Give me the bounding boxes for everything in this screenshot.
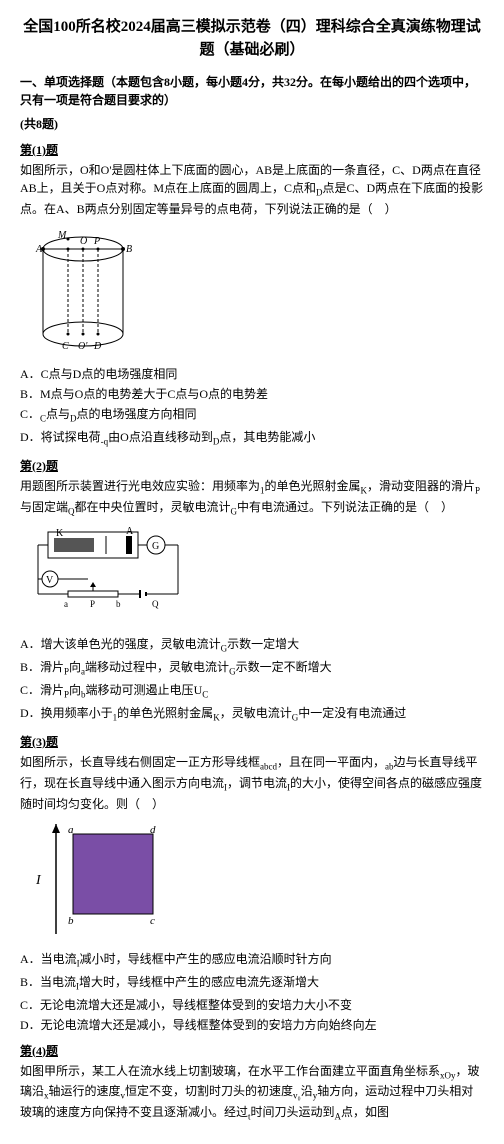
q1-D-post: 点，其电势能减小	[219, 430, 315, 444]
q3-A-pre: A．当电流	[20, 952, 77, 966]
q1-option-A: A．C点与D点的电场强度相同	[20, 365, 484, 383]
q2-s2: 的单色光照射金属	[265, 479, 361, 493]
q2-s10: 中有电流通过。下列说法正确的是（ ）	[237, 500, 453, 514]
q1-C-pre: C．	[20, 407, 40, 421]
q4-s4: 轴运行的速度	[49, 1084, 121, 1098]
q1-option-C: C．C点与D点的电场强度方向相同	[20, 405, 484, 426]
q4-s12: 时间刀头运动到	[251, 1105, 335, 1119]
q4-s1: xOy	[440, 1070, 456, 1080]
q3-A-post: 减小时，导线框中产生的感应电流沿顺时针方向	[80, 952, 332, 966]
page-title: 全国100所名校2024届高三模拟示范卷（四）理科综合全真演练物理试题（基础必刷…	[20, 16, 484, 61]
q2-label-Q: Q	[152, 599, 159, 609]
q2-C-m: 向	[69, 683, 81, 697]
q1-label-A: A	[35, 244, 43, 255]
q3-B-post: 增大时，导线框中产生的感应电流先逐渐增大	[79, 975, 319, 989]
q1-C-post: 点的电场强度方向相同	[77, 407, 197, 421]
q2-option-A: A．增大该单色光的强度，灵敏电流计G示数一定增大	[20, 635, 484, 656]
q2-label-P: P	[90, 599, 95, 609]
q2-B-m2: 端移动过程中，灵敏电流计	[85, 660, 229, 674]
q1-label-O: O	[80, 236, 87, 247]
q4-s8: 沿	[301, 1084, 313, 1098]
q3-s6: ，调节电流	[227, 776, 287, 790]
section-count: (共8题)	[20, 115, 484, 133]
q1-number: 第(1)题	[20, 141, 484, 159]
q4-s0: 如图甲所示，某工人在流水线上切割玻璃，在水平工作台面建立平面直角坐标系	[20, 1064, 440, 1078]
q2-label-G: G	[152, 541, 159, 552]
q2-C-pre: C．滑片	[20, 683, 64, 697]
q2-label-K: K	[56, 528, 64, 539]
q3-s3: ab	[385, 761, 394, 771]
q2-option-D: D．换用频率小于1的单色光照射金属K，灵敏电流计G中一定没有电流通过	[20, 704, 484, 725]
q2-stem: 用题图所示装置进行光电效应实验：用频率为1的单色光照射金属K，滑动变阻器的滑片P…	[20, 477, 484, 519]
q1-figure: A O P B M C O' D	[28, 224, 484, 359]
q4-stem: 如图甲所示，某工人在流水线上切割玻璃，在水平工作台面建立平面直角坐标系xOy，玻…	[20, 1062, 484, 1125]
q2-figure: G V a P b Q K A	[28, 524, 484, 629]
q3-option-A: A．当电流I减小时，导线框中产生的感应电流沿顺时针方向	[20, 950, 484, 971]
q2-option-C: C．滑片P向b端移动可测遏止电压UC	[20, 681, 484, 702]
q2-label-A: A	[126, 526, 134, 537]
q3-number: 第(3)题	[20, 733, 484, 751]
q3-s0: 如图所示，长直导线右侧固定一正方形导线框	[20, 755, 260, 769]
q2-s8: 都在中央位置时，灵敏电流计	[75, 500, 231, 514]
q1-label-P: P	[93, 236, 100, 247]
q1-C-mid: 点与	[46, 407, 70, 421]
q2-B-pre: B．滑片	[20, 660, 64, 674]
q1-label-Op: O'	[78, 341, 88, 352]
q1-options: A．C点与D点的电场强度相同 B．M点与O点的电势差大于C点与O点的电势差 C．…	[20, 365, 484, 449]
q2-D-pre: D．换用频率小于	[20, 706, 113, 720]
q2-C-s3s: C	[202, 690, 208, 700]
q1-label-B: B	[126, 244, 132, 255]
q2-label-V: V	[46, 575, 54, 586]
q2-C-m2: 端移动可测遏止电压	[86, 683, 194, 697]
q1-D-pre: D．将试探电荷	[20, 430, 101, 444]
section-heading: 一、单项选择题（本题包含8小题，每小题4分，共32分。在每小题给出的四个选项中，…	[20, 73, 484, 109]
q3-stem: 如图所示，长直导线右侧固定一正方形导线框abcd，且在同一平面内，ab边与长直导…	[20, 753, 484, 813]
q4-s6: 恒定不变，切割时刀头的初速度	[125, 1084, 293, 1098]
q4-s7: v₀	[293, 1091, 301, 1101]
q3-options: A．当电流I减小时，导线框中产生的感应电流沿顺时针方向 B．当电流I增大时，导线…	[20, 950, 484, 1034]
q4-number: 第(4)题	[20, 1042, 484, 1060]
q2-option-B: B．滑片P向a端移动过程中，灵敏电流计G示数一定不断增大	[20, 658, 484, 679]
q3-label-c: c	[150, 915, 155, 927]
q2-D-m: 的单色光照射金属	[117, 706, 213, 720]
q3-label-d: d	[150, 824, 156, 836]
q2-label-a: a	[64, 599, 68, 609]
q2-B-m: 向	[69, 660, 81, 674]
q3-s2: ，且在同一平面内，	[277, 755, 385, 769]
q2-s0: 用题图所示装置进行光电效应实验：用频率为	[20, 479, 260, 493]
q3-option-C: C．无论电流增大还是减小，导线框整体受到的安培力大小不变	[20, 996, 484, 1014]
q2-D-m2: ，灵敏电流计	[220, 706, 292, 720]
q1-D-mid: 由O点沿直线移动到	[108, 430, 213, 444]
q2-s4: ，滑动变阻器的滑片	[367, 479, 475, 493]
q3-option-B: B．当电流I增大时，导线框中产生的感应电流先逐渐增大	[20, 973, 484, 994]
q3-label-a: a	[68, 824, 74, 836]
q3-figure: I a d b c	[28, 819, 484, 944]
q2-number: 第(2)题	[20, 457, 484, 475]
q1-option-B: B．M点与O点的电势差大于C点与O点的电势差	[20, 385, 484, 403]
q2-C-s3: U	[194, 683, 203, 697]
q2-options: A．增大该单色光的强度，灵敏电流计G示数一定增大 B．滑片P向a端移动过程中，灵…	[20, 635, 484, 725]
q1-label-M: M	[57, 230, 67, 241]
q3-B-pre: B．当电流	[20, 975, 76, 989]
q2-s6: 与固定端	[20, 500, 68, 514]
q2-label-b: b	[116, 599, 121, 609]
q1-label-C: C	[62, 341, 69, 352]
q2-s5: P	[475, 485, 480, 495]
q2-A-pre: A．增大该单色光的强度，灵敏电流计	[20, 637, 221, 651]
q3-label-b: b	[68, 915, 74, 927]
q1-stem: 如图所示，O和O'是圆柱体上下底面的圆心，AB是上底面的一条直径，C、D两点在直…	[20, 161, 484, 218]
q3-s1: abcd	[260, 761, 277, 771]
q2-B-post: 示数一定不断增大	[236, 660, 332, 674]
q1-label-D: D	[93, 341, 102, 352]
q2-D-post: 中一定没有电流通过	[298, 706, 406, 720]
q4-s14: 点，如图	[341, 1105, 389, 1119]
q2-A-post: 示数一定增大	[227, 637, 299, 651]
q1-option-D: D．将试探电荷-q由O点沿直线移动到D点，其电势能减小	[20, 428, 484, 449]
q3-label-I: I	[35, 873, 42, 888]
q3-option-D: D．无论电流增大还是减小，导线框整体受到的安培力方向始终向左	[20, 1016, 484, 1034]
